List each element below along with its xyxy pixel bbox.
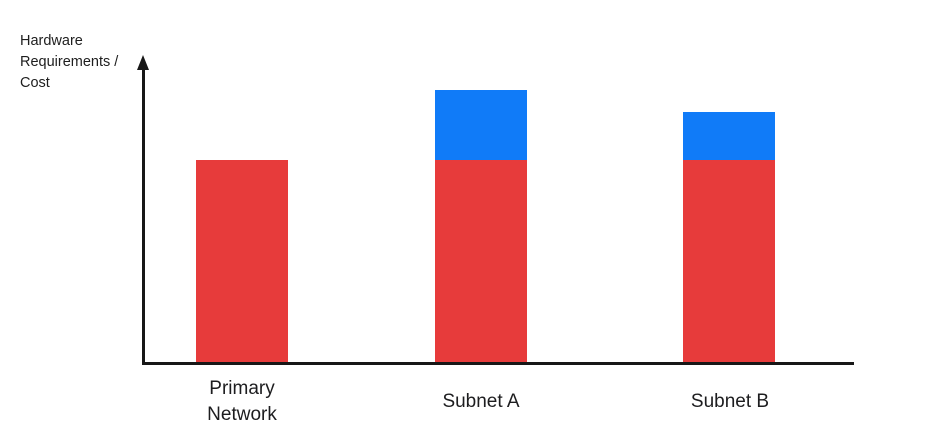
bar-segment-overhead	[683, 112, 775, 160]
bar-subnet-b	[683, 112, 775, 362]
bar-segment-base	[683, 160, 775, 362]
x-axis-line	[142, 362, 854, 365]
x-label-subnet-a: Subnet A	[442, 391, 520, 412]
x-label-primary-network: Primary Network	[207, 378, 277, 425]
y-axis-line	[142, 67, 145, 365]
bar-segment-overhead	[435, 90, 527, 160]
y-axis-label-line-3: Cost	[20, 75, 50, 91]
y-axis-label: Hardware Requirements / Cost	[20, 31, 150, 94]
bar-subnet-a	[435, 90, 527, 362]
bar-segment-base	[435, 160, 527, 362]
bar-segment-base	[196, 160, 288, 362]
y-axis-arrow-icon	[137, 55, 149, 70]
y-axis-label-line-2: Requirements /	[20, 54, 119, 70]
bar-primary-network	[196, 160, 288, 362]
y-axis-label-line-1: Hardware	[20, 33, 83, 49]
x-label-subnet-b: Subnet B	[690, 391, 770, 412]
